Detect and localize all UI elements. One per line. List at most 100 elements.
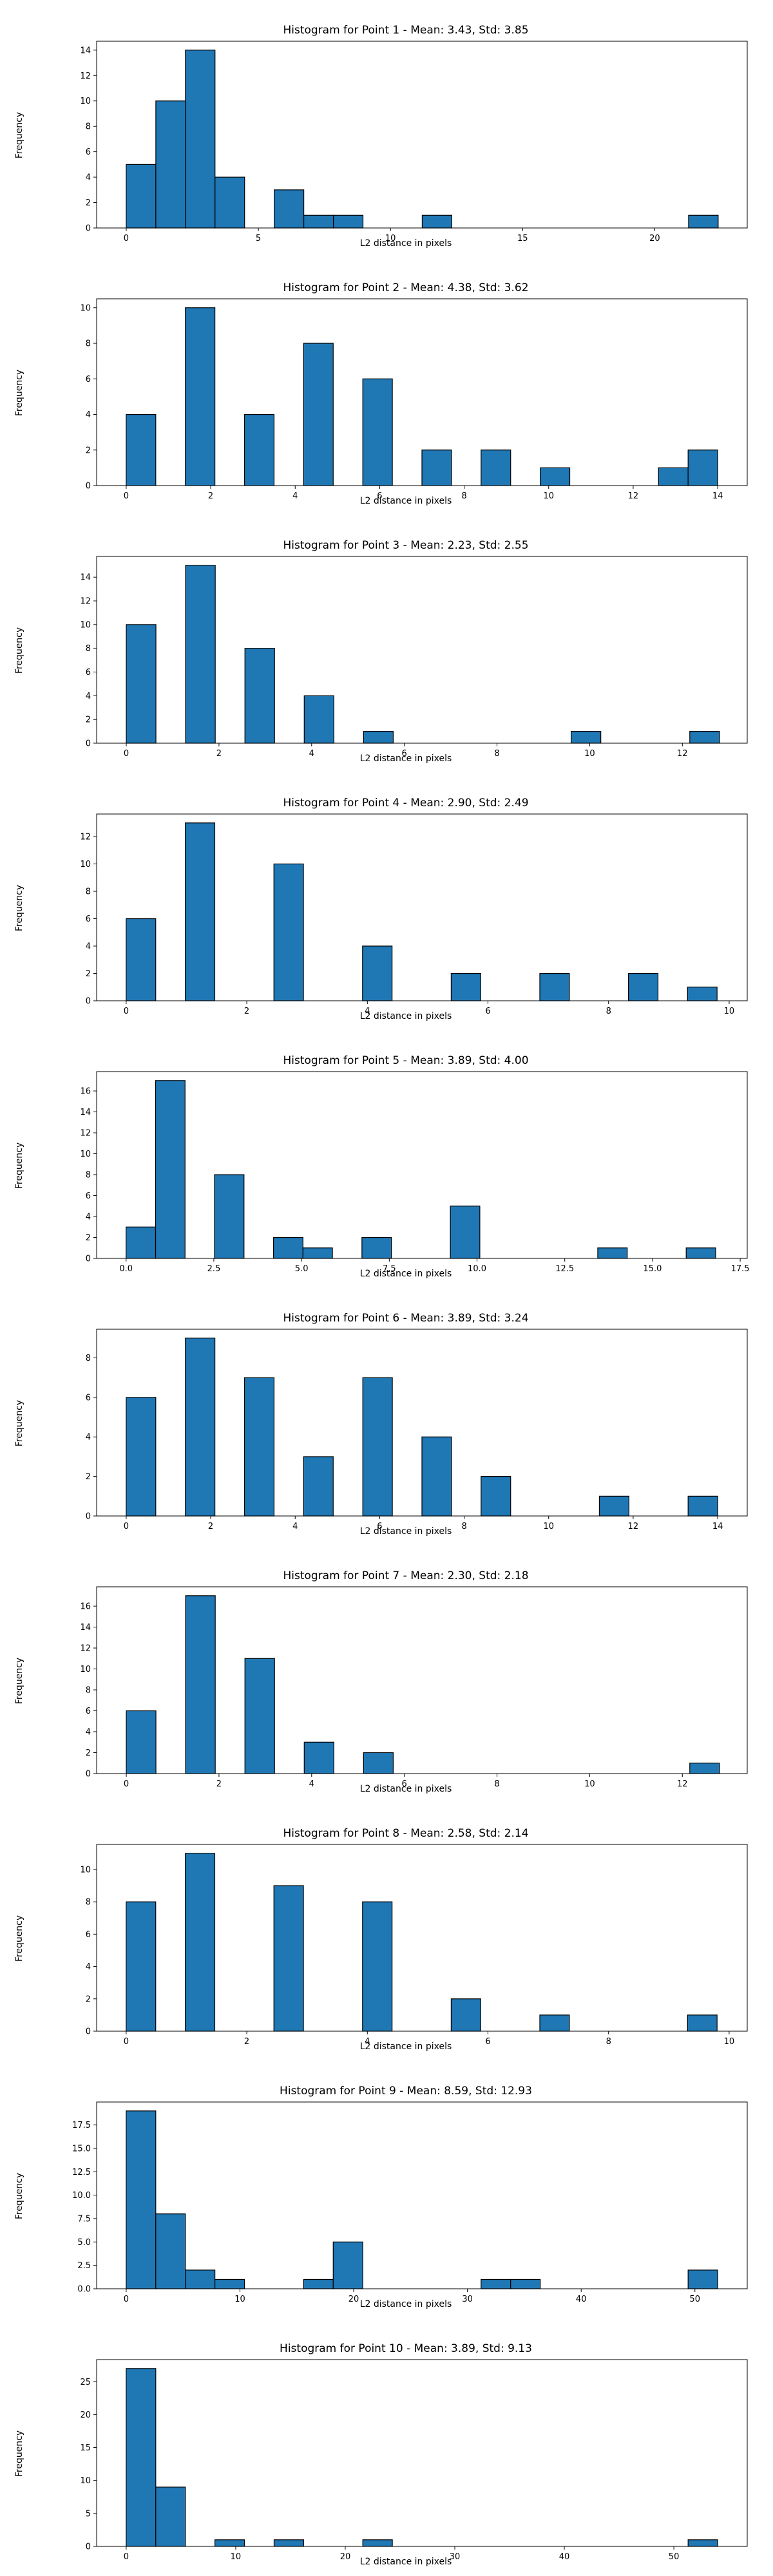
y-tick-label: 2 xyxy=(86,198,91,208)
histogram-bar xyxy=(303,1456,334,1517)
x-tick-label: 2.5 xyxy=(207,1264,221,1274)
histogram-bar xyxy=(155,2213,186,2289)
y-tick-label: 5.0 xyxy=(77,2238,91,2248)
histogram-bar xyxy=(597,1247,628,1259)
histogram-bar xyxy=(185,50,216,229)
x-tick-label: 8 xyxy=(494,1779,499,1789)
y-tick-label: 14 xyxy=(80,46,91,55)
histogram-bar xyxy=(689,1763,720,1774)
y-tick-label: 0.0 xyxy=(77,2285,91,2295)
x-tick-label: 4 xyxy=(292,491,298,501)
x-axis-label: L2 distance in pixels xyxy=(359,238,452,249)
histogram-bar xyxy=(362,2539,393,2547)
y-axis-label: Frequency xyxy=(14,369,24,417)
histogram-bar xyxy=(184,1853,216,2032)
y-tick-label: 8 xyxy=(86,887,91,897)
histogram-bar xyxy=(571,730,602,744)
x-tick-label: 10 xyxy=(724,1007,735,1016)
y-tick-label: 6 xyxy=(86,1707,91,1716)
x-tick-label: 0 xyxy=(124,2552,129,2562)
y-tick-label: 15 xyxy=(80,2443,91,2453)
histogram-bar xyxy=(215,2539,245,2547)
x-tick-label: 2 xyxy=(216,749,222,759)
x-axis-label: L2 distance in pixels xyxy=(359,496,452,506)
histogram-bar xyxy=(510,2278,541,2289)
y-tick-label: 10 xyxy=(80,620,91,630)
histogram-bar xyxy=(421,450,452,486)
chart-title: Histogram for Point 3 - Mean: 2.23, Std:… xyxy=(283,539,529,552)
histogram-bar xyxy=(362,1377,393,1517)
y-tick-label: 7.5 xyxy=(77,2214,91,2224)
x-tick-label: 2 xyxy=(244,1007,249,1016)
y-tick-label: 0 xyxy=(86,2027,91,2037)
y-axis-label: Frequency xyxy=(14,2430,24,2477)
y-tick-label: 14 xyxy=(80,1108,91,1117)
histogram-bar xyxy=(273,2539,304,2547)
x-axis-label: L2 distance in pixels xyxy=(359,753,452,764)
histogram-bar xyxy=(687,1495,718,1517)
y-tick-label: 6 xyxy=(86,914,91,924)
axes-frame xyxy=(96,1071,748,1259)
histogram-bar xyxy=(215,2278,245,2289)
x-axis-label: L2 distance in pixels xyxy=(359,1011,452,1021)
y-tick-label: 0 xyxy=(86,482,91,491)
histogram-plot: 0 2 4 6 8 10 12 14 0 2 4 6 8 xyxy=(86,1329,748,1531)
histogram-bar xyxy=(215,176,245,229)
y-tick-label: 12 xyxy=(80,71,91,81)
histogram-bar xyxy=(421,1436,452,1517)
x-axis-label: L2 distance in pixels xyxy=(359,2557,452,2567)
axes-frame xyxy=(96,41,748,229)
x-tick-label: 0 xyxy=(124,234,129,243)
y-tick-label: 0 xyxy=(86,1255,91,1264)
histogram-bar xyxy=(362,378,393,486)
y-axis-label: Frequency xyxy=(14,627,24,674)
x-tick-label: 40 xyxy=(576,2295,587,2304)
histogram-bar xyxy=(126,918,157,1001)
histogram-bar xyxy=(244,648,275,744)
histogram-bar xyxy=(126,1710,157,1774)
histogram-plot: 0 2 4 6 8 10 12 0 2 4 6 8 10 12 14 16 xyxy=(80,1586,748,1789)
x-axis-label: L2 distance in pixels xyxy=(359,2299,452,2309)
histogram-bar xyxy=(243,1377,275,1517)
histogram-panel: 0.0 2.5 5.0 7.5 10.0 12.5 15.0 17.5 0 2 4 6 8 10 12 14 1… xyxy=(0,1030,773,1288)
y-tick-label: 4 xyxy=(86,942,91,952)
chart-title: Histogram for Point 2 - Mean: 4.38, Std:… xyxy=(283,281,529,294)
histogram-panel: 0 2 4 6 8 10 12 0 2 4 6 8 10 12 14 16 Histogram for Poin… xyxy=(0,1546,773,1803)
histogram-bar xyxy=(185,2269,216,2289)
x-tick-label: 10.0 xyxy=(468,1264,486,1274)
histogram-panel: 0 2 4 6 8 10 12 0 2 4 6 8 10 12 14 Histogram for Point … xyxy=(0,515,773,773)
y-tick-label: 16 xyxy=(80,1087,91,1097)
y-tick-label: 4 xyxy=(86,1962,91,1972)
histogram-panel: 0 2 4 6 8 10 12 14 0 2 4 6 8 10 Histogram for Point 2 … xyxy=(0,258,773,515)
y-tick-label: 8 xyxy=(86,1898,91,1908)
chart-title: Histogram for Point 4 - Mean: 2.90, Std:… xyxy=(283,797,529,810)
y-tick-label: 10 xyxy=(80,1150,91,1159)
axes-frame xyxy=(96,2101,748,2289)
histogram-bar xyxy=(481,2278,511,2289)
x-tick-label: 12 xyxy=(628,1522,639,1531)
histogram-bar xyxy=(540,467,571,486)
histogram-bar xyxy=(185,307,216,486)
x-tick-label: 7.5 xyxy=(383,1264,396,1274)
histogram-bar xyxy=(687,2014,718,2032)
x-tick-label: 12 xyxy=(628,491,639,501)
x-tick-label: 20 xyxy=(340,2552,351,2562)
x-tick-label: 12.5 xyxy=(555,1264,574,1274)
histogram-bar xyxy=(332,214,364,229)
x-axis-label: L2 distance in pixels xyxy=(359,1269,452,1279)
histogram-bar xyxy=(685,1247,716,1259)
histogram-plot: 0.0 2.5 5.0 7.5 10.0 12.5 15.0 17.5 0 2 4 6 8 10 12 14 1… xyxy=(80,1071,750,1274)
axes-frame xyxy=(96,298,748,486)
x-tick-label: 0.0 xyxy=(119,1264,133,1274)
y-axis-label: Frequency xyxy=(14,1142,24,1189)
y-axis-label: Frequency xyxy=(14,1399,24,1447)
axes-frame xyxy=(96,2359,748,2547)
x-tick-label: 4 xyxy=(365,1007,370,1016)
y-tick-label: 0 xyxy=(86,997,91,1007)
y-tick-label: 6 xyxy=(86,1930,91,1940)
histogram-bar xyxy=(363,730,394,744)
histogram-bar xyxy=(155,2486,186,2547)
y-tick-label: 25 xyxy=(80,2378,91,2387)
x-tick-label: 6 xyxy=(485,1007,490,1016)
x-tick-label: 14 xyxy=(712,1522,723,1531)
